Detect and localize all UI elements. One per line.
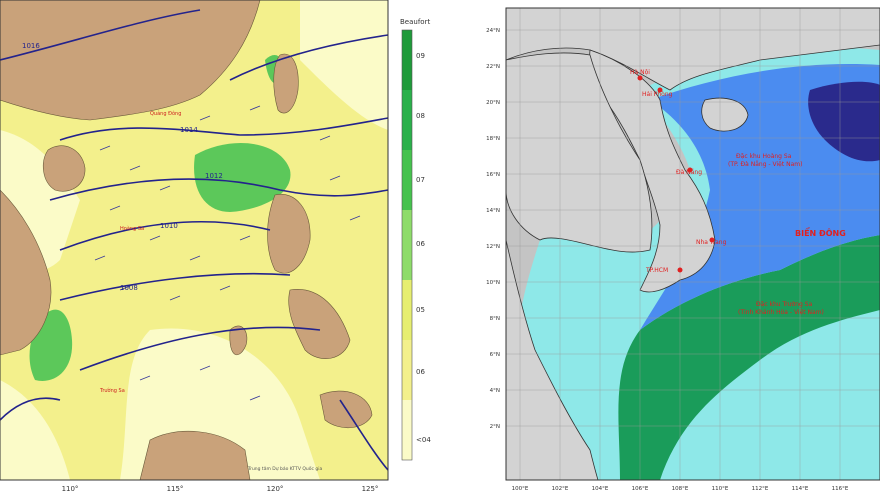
lon-label: 114°E	[792, 486, 809, 492]
hainan-island	[701, 97, 749, 132]
vietnam-land	[589, 49, 716, 293]
lon-label: 112°E	[752, 486, 769, 492]
credit-text: Trung tâm Dự báo KTTV Quốc gia	[247, 465, 322, 472]
lon-label: 100°E	[512, 486, 529, 492]
lat-label: 22°N	[486, 64, 500, 70]
colorbar-tick: 09	[416, 52, 425, 60]
tp-hcm-marker	[677, 267, 683, 273]
place-label: Trường Sa	[99, 387, 125, 394]
borneo-land	[139, 431, 251, 481]
isobar-label: 1010	[160, 222, 178, 230]
hainan-land	[42, 145, 86, 192]
isobar-lines	[0, 9, 389, 471]
lon-label: 116°E	[832, 486, 849, 492]
lat-label: 24°N	[486, 28, 500, 34]
colorbar-title: Beaufort	[400, 18, 430, 26]
place-label: Quảng Đông	[150, 110, 181, 117]
colorbar-tick: 05	[416, 306, 425, 314]
calm-area	[300, 0, 388, 130]
isobar-label: 1008	[120, 284, 138, 292]
colorbar-tick: 06	[416, 240, 425, 248]
sea-area-map: Hà Nội Hải Phòng Đà Nẵng Nha Trang TP.HC…	[482, 0, 880, 495]
hai-phong-label: Hải Phòng	[642, 91, 673, 98]
lat-label: 12°N	[486, 244, 500, 250]
lon-label: 110°	[62, 485, 79, 493]
place-label: Hoàng Sa	[120, 225, 144, 232]
lat-label: 10°N	[486, 280, 500, 286]
lat-label: 18°N	[486, 136, 500, 142]
wind-forecast-map: 1016 1014 1012 1010 1008 Quảng Đông Hoàn…	[0, 0, 392, 495]
beaufort-colorbar: Beaufort 09 08 07 06 05 06 <04	[400, 18, 450, 488]
lat-label: 2°N	[490, 424, 500, 430]
truong-sa-sub-label: (Tỉnh Khánh Hòa - Việt Nam)	[738, 309, 824, 316]
ha-noi-label: Hà Nội	[630, 69, 650, 76]
lat-label: 20°N	[486, 100, 500, 106]
hoang-sa-label: Đặc khu Hoàng Sa	[736, 153, 792, 160]
lat-label: 4°N	[490, 388, 500, 394]
china-land	[0, 0, 261, 121]
colorbar-tick: <04	[416, 436, 431, 444]
ha-noi-marker	[637, 75, 643, 81]
deepest-sea	[808, 81, 880, 162]
da-nang-marker	[687, 167, 693, 173]
hoang-sa-sub-label: (TP. Đà Nẵng - Việt Nam)	[728, 161, 802, 168]
lon-label: 115°	[167, 485, 184, 493]
colorbar-tick: 08	[416, 112, 425, 120]
colorbar-tick: 07	[416, 176, 425, 184]
bien-dong-label: BIỂN ĐÔNG	[795, 226, 846, 238]
luzon-land	[267, 193, 311, 274]
lon-label: 125°	[362, 485, 379, 493]
lat-label: 16°N	[486, 172, 500, 178]
lon-label: 102°E	[552, 486, 569, 492]
truong-sa-label: Đặc khu Trường Sa	[756, 301, 813, 308]
green-band	[618, 235, 880, 480]
laos-cambodia-land	[505, 52, 653, 253]
lon-label: 120°	[267, 485, 284, 493]
gulf-of-thailand	[536, 240, 610, 360]
graticule	[506, 8, 880, 480]
lat-label: 14°N	[486, 208, 500, 214]
lon-label: 106°E	[632, 486, 649, 492]
colorbar-tick: 06	[416, 368, 425, 376]
tp-hcm-label: TP.HCM	[645, 267, 668, 274]
isobar-label: 1014	[180, 126, 198, 134]
nha-trang-marker	[709, 237, 715, 243]
malay-peninsula	[505, 239, 599, 481]
hai-phong-marker	[657, 87, 663, 93]
indochina-land	[0, 189, 52, 356]
isobar-label: 1012	[205, 172, 223, 180]
palawan-land	[229, 325, 248, 356]
lon-label: 110°E	[712, 486, 729, 492]
nha-trang-label: Nha Trang	[696, 239, 727, 246]
isobar-label: 1016	[22, 42, 40, 50]
calm-area	[0, 380, 70, 480]
lon-label: 104°E	[592, 486, 609, 492]
philippines-islands	[288, 289, 351, 359]
wind-barbs	[94, 105, 361, 401]
taiwan-land	[273, 53, 299, 114]
china-land	[505, 7, 880, 91]
lat-label: 8°N	[490, 316, 500, 322]
lon-label: 108°E	[672, 486, 689, 492]
da-nang-label: Đà Nẵng	[676, 169, 702, 176]
lat-label: 6°N	[490, 352, 500, 358]
latitude-axis: 24°N 22°N 20°N 18°N 16°N 14°N 12°N 10°N …	[486, 28, 500, 430]
strong-wind-area	[194, 143, 291, 212]
